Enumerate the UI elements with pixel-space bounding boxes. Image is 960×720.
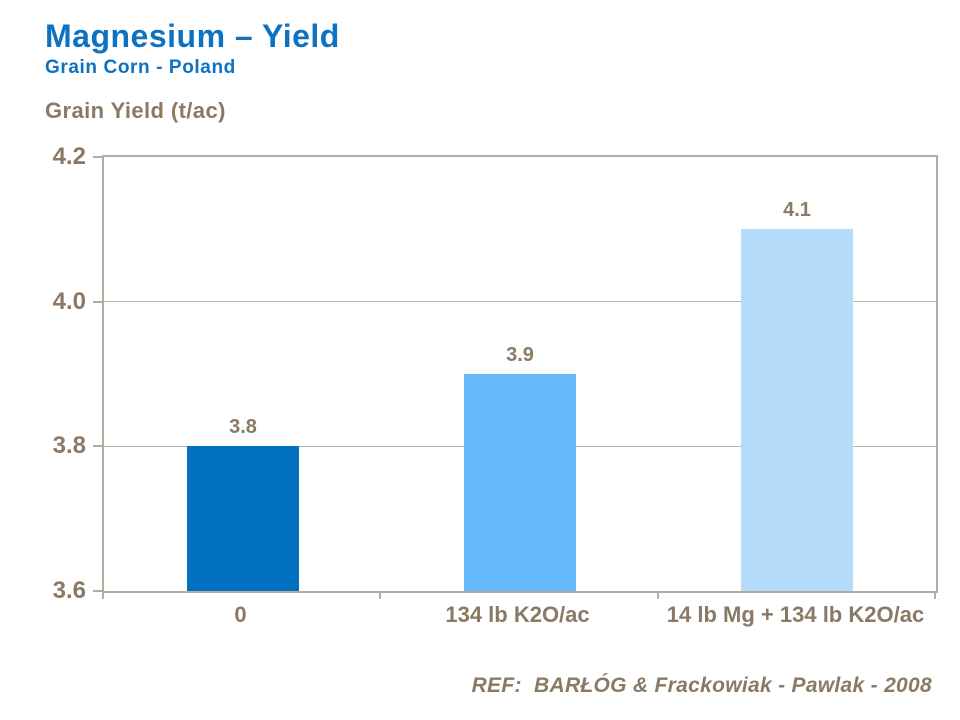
x-axis-tick-label: 14 lb Mg + 134 lb K2O/ac xyxy=(666,602,925,627)
y-axis-title: Grain Yield (t/ac) xyxy=(45,98,226,123)
x-axis-tick-mark xyxy=(657,591,659,599)
bar xyxy=(187,446,299,591)
y-axis-tick-mark xyxy=(93,156,102,158)
y-axis-tick-label: 4.0 xyxy=(52,287,86,315)
bar xyxy=(464,374,576,591)
page-title: Magnesium – Yield xyxy=(45,18,340,54)
x-axis-tick-label: 134 lb K2O/ac xyxy=(445,602,590,627)
reference-citation: REF: BARŁÓG & Frackowiak - Pawlak - 2008 xyxy=(471,674,932,697)
y-axis-tick-mark xyxy=(93,590,102,592)
y-axis-tick-mark xyxy=(93,300,102,303)
bar-value-label: 3.9 xyxy=(506,344,534,366)
y-axis-tick-label: 3.6 xyxy=(52,577,86,604)
x-axis-tick-mark xyxy=(934,591,936,599)
y-axis-tick-label: 3.8 xyxy=(52,432,86,460)
plot-area: 3.8 3.9 4.1 xyxy=(102,155,938,593)
bar xyxy=(741,229,853,591)
x-axis-tick-mark xyxy=(102,591,104,599)
gridline xyxy=(104,301,936,303)
y-axis-tick-mark xyxy=(93,445,102,448)
page-subtitle: Grain Corn - Poland xyxy=(45,57,236,78)
y-axis-tick-label: 4.2 xyxy=(52,143,86,170)
x-axis-tick-mark xyxy=(379,591,381,599)
bar-value-label: 3.8 xyxy=(229,416,257,438)
x-axis-tick-label: 0 xyxy=(234,602,247,627)
bar-value-label: 4.1 xyxy=(783,199,811,221)
